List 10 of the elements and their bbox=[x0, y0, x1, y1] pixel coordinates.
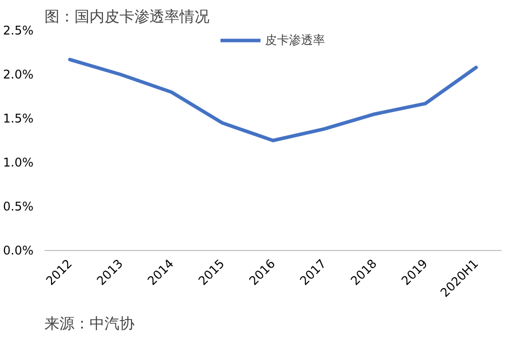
y-tick-label: 0.0% bbox=[3, 244, 34, 258]
y-tick-label: 0.5% bbox=[3, 200, 34, 214]
chart-title: 图：国内皮卡渗透率情况 bbox=[44, 8, 210, 26]
y-tick-label: 2.5% bbox=[3, 24, 34, 38]
y-tick-label: 1.5% bbox=[3, 112, 34, 126]
line-series bbox=[68, 58, 478, 142]
y-tick-label: 2.0% bbox=[3, 68, 34, 82]
source-note: 来源：中汽协 bbox=[44, 314, 134, 332]
legend-label: 皮卡渗透率 bbox=[265, 32, 325, 48]
y-tick-label: 1.0% bbox=[3, 156, 34, 170]
